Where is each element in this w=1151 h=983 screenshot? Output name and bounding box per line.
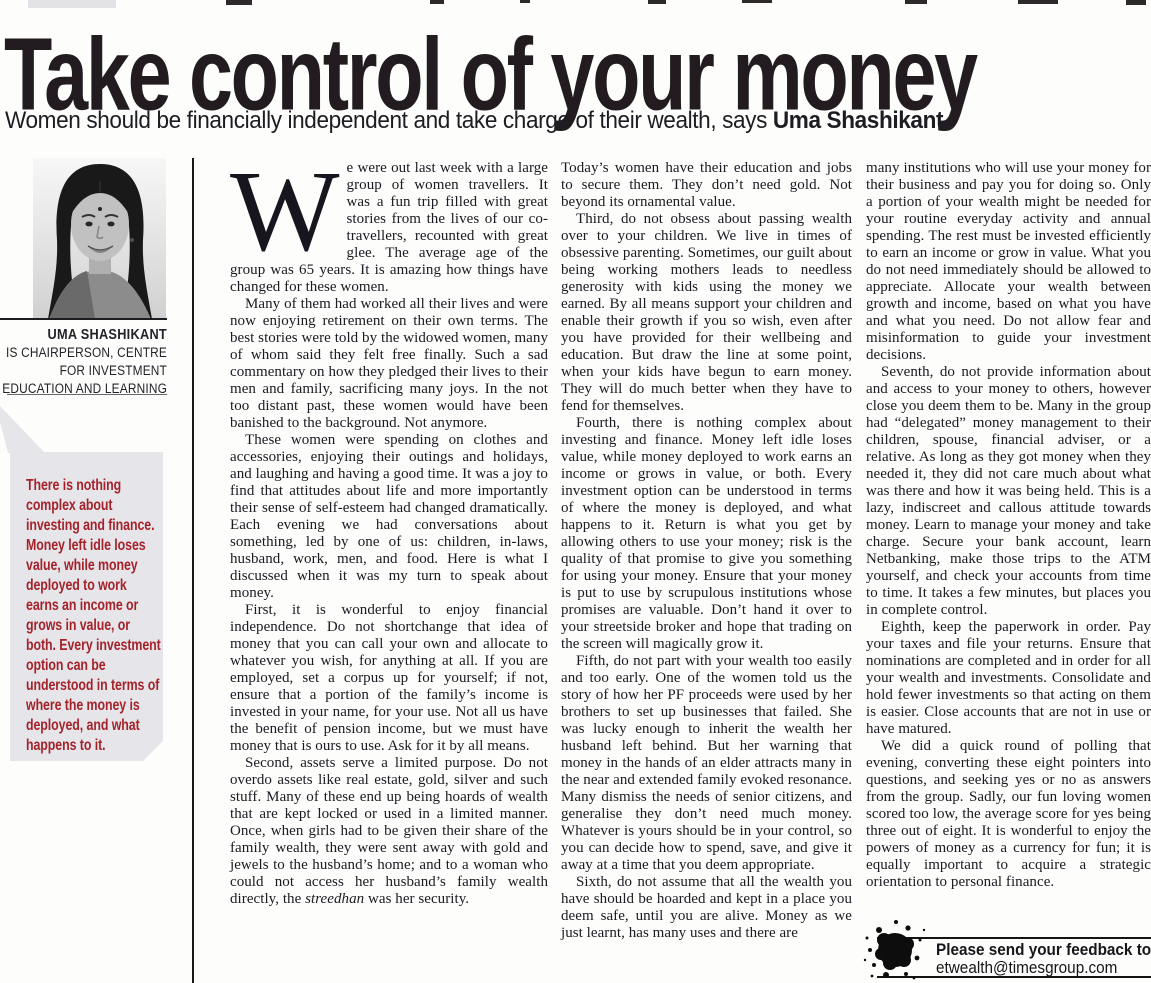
page-title: Take control of your money: [4, 17, 978, 133]
subtitle-author-name: Uma Shashikant.: [772, 107, 950, 134]
caption-top-rule: [0, 318, 167, 320]
paragraph: Seventh, do not provide information abou…: [866, 364, 1151, 618]
article-column-2: Today’s women have their education and j…: [561, 160, 852, 942]
paragraph: Eighth, keep the paperwork in order. Pay…: [866, 619, 1151, 737]
author-caption: UMA SHASHIKANT IS CHAIRPERSON, CENTRE FO…: [0, 326, 167, 398]
drop-cap: W: [230, 148, 340, 276]
paragraph: First, it is wonderful to enjoy financia…: [230, 602, 548, 754]
paragraph: These women were spending on clothes and…: [230, 432, 548, 601]
paragraph: Fourth, there is nothing complex about i…: [561, 415, 852, 652]
caption-bottom-rule: [7, 394, 167, 395]
paragraph: Fifth, do not part with your wealth too …: [561, 653, 852, 873]
paragraph: many institutions who will use your mone…: [866, 160, 1151, 363]
author-photo: [33, 158, 166, 319]
paragraph: Sixth, do not assume that all the wealth…: [561, 874, 852, 941]
paragraph: We did a quick round of polling that eve…: [866, 738, 1151, 890]
subtitle: Women should be financially independent …: [5, 107, 949, 135]
feedback-text: Please send your feedback to etwealth@ti…: [936, 940, 1151, 977]
subtitle-text: Women should be financially independent …: [5, 107, 773, 134]
quote-box-tail: [0, 406, 45, 453]
paragraph: Third, do not obsess about passing wealt…: [561, 211, 852, 414]
feedback-line1: Please send your feedback to: [936, 940, 1151, 959]
feedback-top-rule: [877, 937, 1151, 939]
paragraph: Second, assets serve a limited purpose. …: [230, 755, 548, 907]
feedback-bottom-rule: [877, 976, 1151, 978]
portrait-illustration: [33, 158, 166, 319]
feedback-email: etwealth@timesgroup.com: [936, 958, 1118, 977]
paragraph: Today’s women have their education and j…: [561, 160, 852, 210]
cropped-text-fragments: [0, 0, 1151, 9]
article-column-3: many institutions who will use your mone…: [866, 160, 1151, 932]
pull-quote-text: There is nothing complex about investing…: [26, 477, 161, 754]
column-divider-rule: [192, 158, 194, 983]
author-role: IS CHAIRPERSON, CENTRE FOR INVESTMENT ED…: [2, 345, 167, 396]
pull-quote-box: There is nothing complex about investing…: [10, 452, 163, 761]
ink-splat-icon: [862, 918, 930, 983]
author-name: UMA SHASHIKANT: [47, 327, 167, 343]
paragraph: Many of them had worked all their lives …: [230, 296, 548, 431]
